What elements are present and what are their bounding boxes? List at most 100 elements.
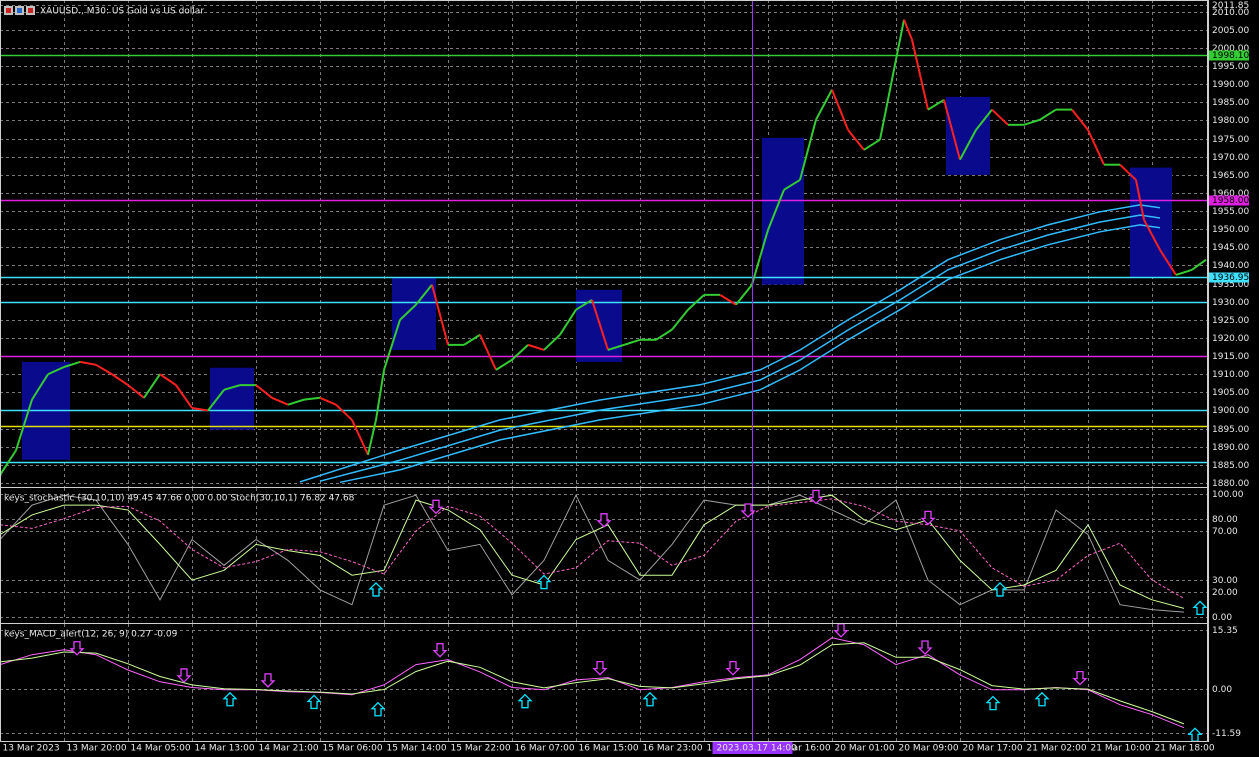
x-tick-label: 21 Mar 02:00	[1027, 744, 1087, 754]
price-segment	[607, 343, 625, 351]
price-segment	[719, 293, 737, 306]
down-arrow	[592, 661, 608, 676]
y-tick-label: 1925.00	[1212, 316, 1249, 326]
price-segment	[799, 119, 817, 181]
y-tick-label: 70.00	[1212, 527, 1238, 537]
y-tick-label: 1885.00	[1212, 461, 1249, 471]
up-arrow	[370, 701, 386, 717]
price-segment	[463, 333, 481, 346]
price-segment	[479, 334, 497, 371]
up-arrow	[517, 693, 533, 709]
up-arrow	[1192, 600, 1208, 616]
price-segment	[623, 338, 641, 346]
price-segment	[375, 369, 385, 421]
down-arrow	[917, 640, 933, 655]
up-arrow	[536, 574, 552, 590]
down-arrow	[432, 643, 448, 658]
price-segment	[175, 384, 193, 409]
price-segment	[511, 344, 529, 361]
price-segment	[1175, 268, 1193, 276]
y-tick-label: 30.00	[1212, 576, 1238, 586]
x-tick-label: 15 Mar 06:00	[323, 744, 383, 754]
y-tick-label: 15.35	[1212, 626, 1238, 636]
y-tick-label: 100.00	[1212, 490, 1244, 500]
x-tick-label: 13 Mar 20:00	[67, 744, 127, 754]
y-tick-label: 1910.00	[1212, 370, 1249, 380]
moving-average	[319, 214, 1161, 482]
price-segment	[431, 284, 449, 346]
y-tick-label: 1985.00	[1212, 98, 1249, 108]
price-segment	[687, 294, 705, 311]
indicator-line	[0, 494, 1185, 613]
price-segment	[1119, 163, 1137, 181]
price-segment	[1191, 258, 1207, 271]
frame	[0, 0, 1208, 742]
y-tick-label: 1905.00	[1212, 388, 1249, 398]
price-segment	[351, 419, 369, 456]
price-segment	[31, 373, 49, 401]
level-label: 1936.95	[1212, 273, 1249, 283]
price-segment	[207, 389, 225, 412]
level-label-box	[1209, 50, 1249, 61]
price-segment	[927, 98, 945, 111]
pane	[0, 637, 1185, 729]
price-segment	[271, 396, 289, 406]
price-segment	[1039, 108, 1057, 121]
y-tick-label: 1965.00	[1212, 171, 1249, 181]
price-segment	[831, 89, 849, 131]
price-segment	[15, 399, 33, 451]
price-segment	[47, 366, 65, 376]
indicator-line	[0, 498, 1185, 599]
price-segment	[863, 138, 881, 151]
y-tick-label: 1955.00	[1212, 207, 1249, 217]
price-segment	[671, 309, 689, 331]
price-segment	[543, 333, 561, 351]
y-tick-label: 1930.00	[1212, 298, 1249, 308]
x-tick-label: 15 Mar 14:00	[387, 744, 447, 754]
y-tick-label: 80.00	[1212, 515, 1238, 525]
price-segment	[95, 363, 113, 376]
pane	[0, 19, 1208, 484]
down-arrow	[808, 489, 824, 505]
price-segment	[991, 108, 1009, 126]
level-label: 1958.00	[1212, 196, 1249, 206]
y-tick-label: 1920.00	[1212, 334, 1249, 344]
x-tick-label: 13 Mar 2023	[3, 744, 60, 754]
down-arrow	[1072, 670, 1088, 686]
y-tick-label: 0.00	[1212, 685, 1232, 695]
zone	[576, 289, 622, 362]
price-segment	[575, 299, 593, 311]
indicator-line	[0, 642, 1185, 725]
down-arrow	[176, 668, 192, 683]
price-segment	[399, 303, 417, 321]
zone	[762, 137, 804, 285]
y-tick-label: 1940.00	[1212, 261, 1249, 271]
price-segment	[879, 59, 897, 140]
x-tick-label: 14 Mar 21:00	[259, 744, 319, 754]
down-arrow	[69, 641, 85, 656]
y-tick-label: 0.00	[1212, 613, 1232, 623]
y-tick-label: 1915.00	[1212, 352, 1249, 362]
down-arrow	[725, 661, 741, 676]
down-arrow	[740, 503, 756, 518]
level-label-box	[1209, 272, 1249, 283]
price-segment	[223, 384, 241, 391]
price-segment	[1071, 108, 1089, 131]
indicator-line	[0, 637, 1185, 729]
y-tick-label: 1975.00	[1212, 135, 1249, 145]
y-tick-label: 1945.00	[1212, 243, 1249, 253]
y-tick-label: 1900.00	[1212, 406, 1249, 416]
y-tick-label: 1950.00	[1212, 225, 1249, 235]
x-tick-label: 21 Mar 10:00	[1091, 744, 1151, 754]
price-segment	[143, 373, 161, 399]
price-segment	[159, 373, 177, 386]
y-tick-label: 2005.00	[1212, 26, 1249, 36]
price-segment	[63, 360, 81, 368]
y-tick-label: 1935.00	[1212, 280, 1249, 290]
price-segment	[655, 328, 673, 341]
x-tick-label: 21 Mar 18:00	[1155, 744, 1215, 754]
y-tick-label: 2010.00	[1212, 8, 1249, 18]
down-arrow	[920, 510, 936, 526]
